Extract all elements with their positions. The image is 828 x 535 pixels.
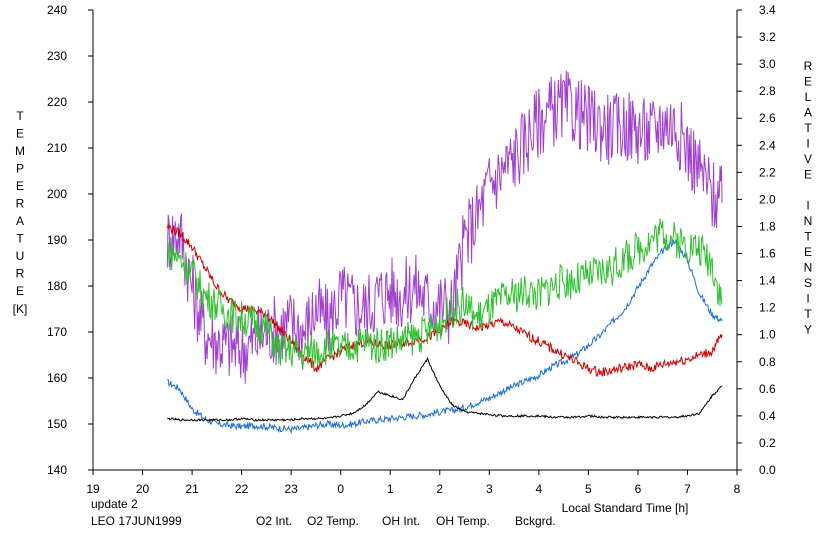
axis-label-letter: V [804, 152, 812, 166]
right-tick-label: 1.6 [759, 247, 776, 261]
axis-label-letter: S [804, 276, 812, 290]
legend-o2-temp: O2 Temp. [307, 514, 359, 528]
x-tick-label: 21 [185, 482, 199, 496]
axis-label-letter: E [804, 75, 812, 89]
x-tick-label: 7 [684, 482, 691, 496]
left-tick-group: 140 150 160 170 180 190 200 210 220 230 240 [47, 3, 93, 477]
x-tick-label: 8 [734, 482, 741, 496]
right-tick-label: 2.2 [759, 165, 776, 179]
axis-label-letter: L [805, 90, 812, 104]
axis-label-letter: A [804, 106, 812, 120]
right-tick-label: 0.4 [759, 409, 776, 423]
axis-label-letter: R [16, 267, 25, 281]
right-tick-group: 0.0 0.2 0.4 0.6 0.8 1.0 1.2 1.4 1.6 1.8 2.0 2.2 2.4 2… [737, 3, 776, 477]
axis-label-letter: I [806, 137, 809, 151]
left-tick-label: 170 [47, 325, 67, 339]
left-tick-label: 160 [47, 371, 67, 385]
left-tick-label: 220 [47, 95, 67, 109]
axis-label-letter: T [16, 109, 24, 123]
x-tick-label: 22 [235, 482, 249, 496]
left-tick-label: 190 [47, 233, 67, 247]
axis-label-letter: R [804, 59, 813, 73]
legend-oh-temp: OH Temp. [436, 514, 490, 528]
right-tick-label: 0.0 [759, 463, 776, 477]
axis-label-letter: E [16, 179, 24, 193]
axis-label-letter: I [806, 199, 809, 213]
right-tick-label: 3.0 [759, 57, 776, 71]
left-tick-label: 150 [47, 417, 67, 431]
right-tick-label: 1.4 [759, 274, 776, 288]
right-tick-label: 1.2 [759, 301, 776, 315]
axis-label-letter: A [16, 214, 24, 228]
axis-label-letter: T [804, 230, 812, 244]
axis-label-letter: R [16, 197, 25, 211]
x-tick-label: 1 [387, 482, 394, 496]
right-tick-label: 2.8 [759, 84, 776, 98]
legend-o2-int: O2 Int. [256, 514, 292, 528]
x-tick-label: 20 [136, 482, 150, 496]
axis-label-letter: N [804, 214, 813, 228]
left-tick-label: 210 [47, 141, 67, 155]
right-tick-label: 0.2 [759, 436, 776, 450]
x-tick-label: 19 [86, 482, 100, 496]
series-line-bckgrd [167, 356, 723, 422]
axis-label-letter: Y [804, 323, 812, 337]
right-tick-label: 2.4 [759, 138, 776, 152]
left-tick-label: 200 [47, 187, 67, 201]
axis-label-letter: N [804, 261, 813, 275]
axis-label-letter: T [804, 307, 812, 321]
x-tick-label: 6 [635, 482, 642, 496]
series-line-oh-temp [166, 218, 723, 371]
axis-label-letter: M [15, 144, 25, 158]
series-line-o2-temp [166, 70, 723, 384]
axis-label-letter: T [16, 232, 24, 246]
left-tick-label: 180 [47, 279, 67, 293]
right-tick-label: 0.6 [759, 382, 776, 396]
x-tick-label: 3 [486, 482, 493, 496]
axis-label-letter: E [804, 245, 812, 259]
legend-bckgrd: Bckgrd. [515, 514, 556, 528]
series-line-o2-int [167, 238, 723, 435]
x-tick-label: 2 [436, 482, 443, 496]
legend-oh-int: OH Int. [382, 514, 420, 528]
axis-label-letter: P [16, 162, 24, 176]
right-tick-label: 2.0 [759, 192, 776, 206]
left-tick-label: 140 [47, 463, 67, 477]
right-tick-label: 3.4 [759, 3, 776, 17]
x-tick-label: 5 [585, 482, 592, 496]
left-axis-unit: [K] [13, 302, 28, 316]
left-tick-label: 240 [47, 3, 67, 17]
series-group [166, 70, 723, 435]
axis-label-letter: E [804, 168, 812, 182]
right-tick-label: 3.2 [759, 30, 776, 44]
right-tick-label: 1.0 [759, 328, 776, 342]
x-axis-label: Local Standard Time [h] [562, 501, 689, 515]
x-tick-group: 19 20 21 22 23 0 1 2 3 4 5 6 7 8 [86, 470, 741, 496]
right-tick-label: 0.8 [759, 355, 776, 369]
x-tick-label: 0 [337, 482, 344, 496]
right-tick-label: 1.8 [759, 219, 776, 233]
axis-label-letter: I [806, 292, 809, 306]
x-tick-label: 4 [536, 482, 543, 496]
left-tick-label: 230 [47, 49, 67, 63]
right-tick-label: 2.6 [759, 111, 776, 125]
station-date-label: LEO 17JUN1999 [91, 514, 182, 528]
axis-label-letter: T [804, 121, 812, 135]
update-label: update 2 [91, 497, 138, 511]
x-tick-label: 23 [284, 482, 298, 496]
axis-label-letter: E [16, 284, 24, 298]
axis-label-letter: U [16, 249, 25, 263]
axis-label-letter: E [16, 127, 24, 141]
